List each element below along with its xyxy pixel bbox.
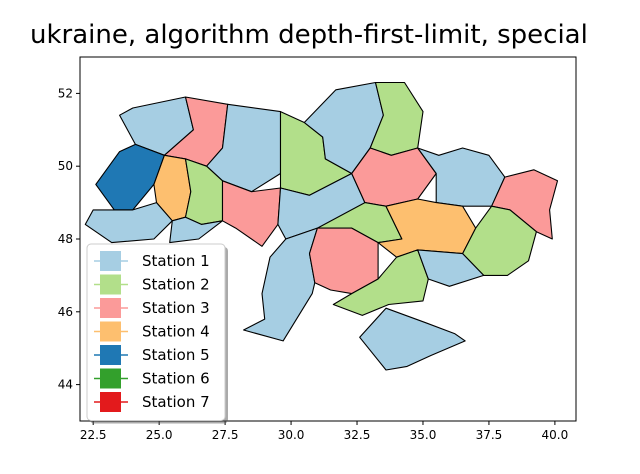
y-axis: 44 46 48 50 52 [58,86,80,392]
legend-swatch [100,392,121,412]
region-22 [332,249,429,316]
region-7 [95,143,165,211]
chart-title: ukraine, algorithm depth-first-limit, sp… [30,20,588,50]
regions-layer [84,81,559,371]
legend-label: Station 6 [142,370,210,388]
x-tick-label: 35.0 [410,428,437,442]
y-tick-label: 48 [58,232,73,246]
legend-swatch [100,298,121,318]
x-tick-label: 40.0 [542,428,569,442]
x-tick-label: 30.0 [278,428,305,442]
legend-label: Station 2 [142,276,210,294]
region-10 [221,180,282,247]
region-21 [308,227,379,295]
legend-label: Station 5 [142,346,210,364]
legend-label: Station 1 [142,252,210,270]
legend-swatch [100,368,121,389]
x-tick-label: 37.5 [476,428,503,442]
legend-box [86,243,226,421]
legend-swatch [100,345,121,365]
x-tick-label: 22.5 [80,428,107,442]
legend-label: Station 7 [142,393,210,411]
region-23 [417,249,485,287]
legend-swatch [100,251,121,271]
x-tick-label: 27.5 [212,428,239,442]
region-18 [84,202,173,244]
x-axis: 22.5 25.0 27.5 30.0 32.5 35.0 37.5 40.0 [80,421,568,442]
y-tick-label: 46 [58,305,73,319]
legend-label: Station 3 [142,299,210,317]
y-tick-label: 44 [58,378,73,392]
region-17 [462,205,537,276]
x-tick-label: 32.5 [344,428,371,442]
legend-swatch [100,274,121,295]
legend-label: Station 4 [142,323,210,341]
legend: Station 1 Station 2 Station 3 Station 4 Stat… [86,243,228,424]
region-20 [243,227,318,342]
region-24 [359,307,466,371]
x-tick-label: 25.0 [146,428,173,442]
legend-swatch [100,321,121,342]
region-19 [169,216,224,244]
y-tick-label: 52 [58,86,73,100]
y-tick-label: 50 [58,159,73,173]
